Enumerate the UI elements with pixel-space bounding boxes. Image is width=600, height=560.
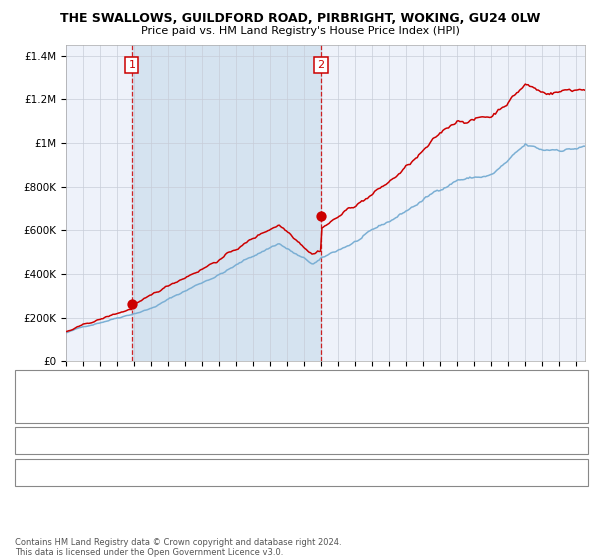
Bar <box>132 45 321 361</box>
Text: £665,000: £665,000 <box>207 467 260 477</box>
Text: 12% ↑ HPI: 12% ↑ HPI <box>339 436 398 446</box>
Point <box>127 300 137 309</box>
Text: 2: 2 <box>25 467 32 477</box>
Text: 1: 1 <box>25 436 32 446</box>
Text: 1: 1 <box>128 60 136 71</box>
Text: HPI: Average price, detached house, Guildford: HPI: Average price, detached house, Guil… <box>62 404 287 414</box>
Text: THE SWALLOWS, GUILDFORD ROAD, PIRBRIGHT, WOKING, GU24 0LW (detached house): THE SWALLOWS, GUILDFORD ROAD, PIRBRIGHT,… <box>62 380 490 390</box>
Text: 06-NOV-1998: 06-NOV-1998 <box>60 436 134 446</box>
Text: 22-DEC-2009: 22-DEC-2009 <box>60 467 134 477</box>
Text: 33% ↑ HPI: 33% ↑ HPI <box>339 467 398 477</box>
Text: Price paid vs. HM Land Registry's House Price Index (HPI): Price paid vs. HM Land Registry's House … <box>140 26 460 36</box>
Text: 2: 2 <box>317 60 325 71</box>
Text: THE SWALLOWS, GUILDFORD ROAD, PIRBRIGHT, WOKING, GU24 0LW: THE SWALLOWS, GUILDFORD ROAD, PIRBRIGHT,… <box>60 12 540 25</box>
Text: Contains HM Land Registry data © Crown copyright and database right 2024.
This d: Contains HM Land Registry data © Crown c… <box>15 538 341 557</box>
Point <box>316 212 326 221</box>
Text: £260,000: £260,000 <box>207 436 260 446</box>
